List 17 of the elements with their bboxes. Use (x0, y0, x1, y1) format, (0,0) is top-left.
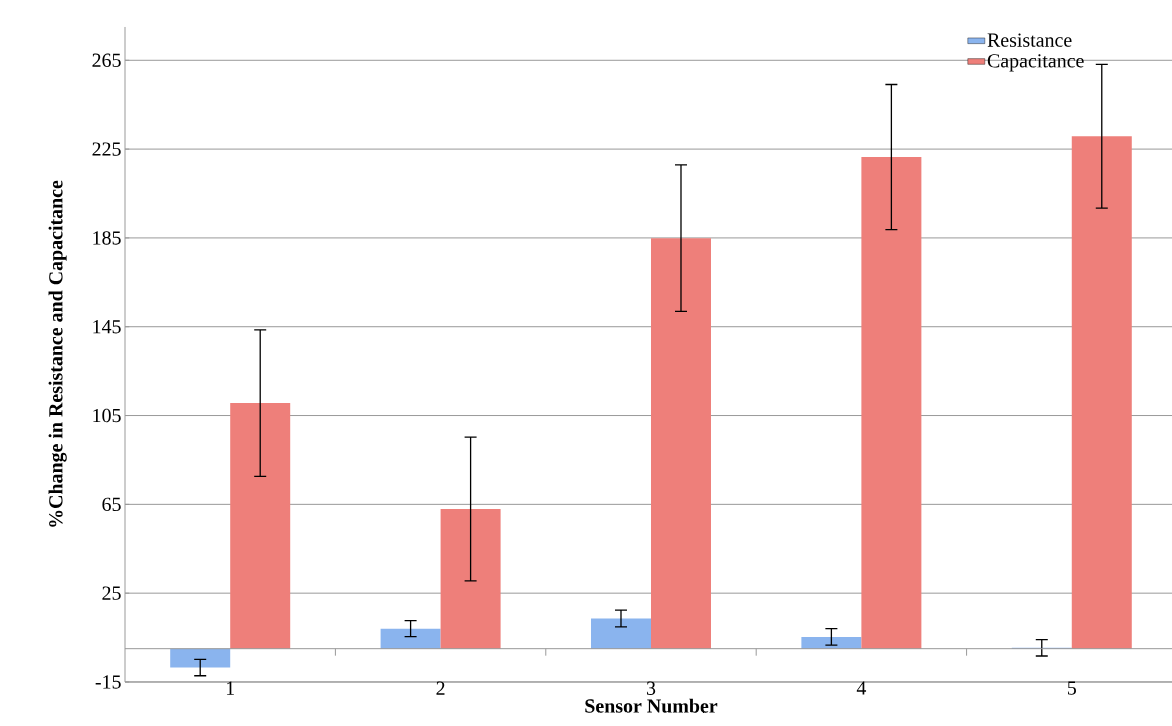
y-tick-label: 225 (92, 142, 121, 156)
x-tick-label: 5 (1067, 681, 1076, 695)
x-tick-label: 2 (436, 681, 445, 695)
y-tick-label: 145 (93, 320, 121, 334)
legend-label: Resistance (987, 33, 1072, 47)
y-tick-label: 65 (102, 497, 121, 512)
y-tick-label: 265 (92, 53, 121, 67)
legend-label: Capacitance (987, 54, 1084, 72)
x-tick-label: 3 (646, 681, 656, 695)
x-axis-title: Sensor Number (585, 698, 718, 713)
x-tick-label: 1 (226, 681, 234, 695)
y-tick-label: 185 (93, 231, 121, 245)
y-tick-label: 25 (102, 586, 121, 600)
y-axis-title: %Change in Resistance and Capacitance (48, 180, 67, 527)
y-tick-label: -15 (95, 675, 121, 689)
y-tick-label: 105 (93, 408, 121, 423)
x-tick-label: 4 (856, 681, 867, 695)
